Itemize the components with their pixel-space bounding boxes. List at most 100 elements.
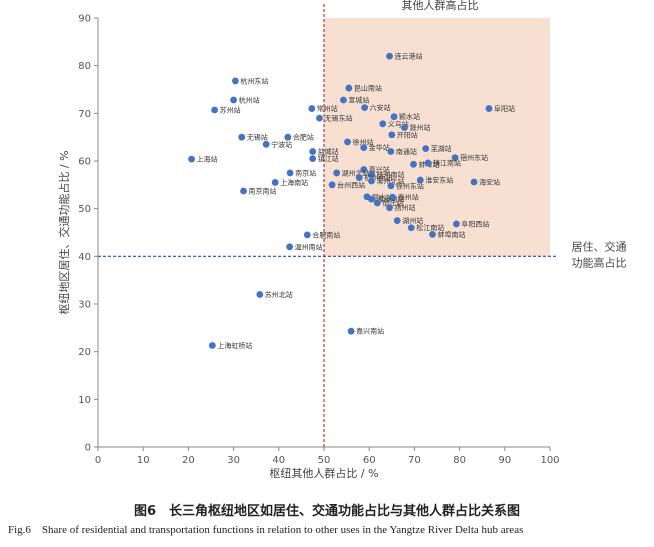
y-tick-label: 90	[78, 14, 91, 25]
data-point	[485, 105, 493, 112]
data-point-label: 徐州站	[353, 137, 374, 146]
data-point-label: 蚌埠南站	[437, 230, 465, 239]
data-point-label: 湖州站	[402, 216, 423, 225]
data-point-label: 阜阳站	[494, 104, 515, 113]
data-point	[284, 133, 292, 141]
data-point-label: 南通站	[396, 147, 417, 156]
x-tick-label: 50	[318, 455, 331, 466]
x-tick-label: 100	[540, 455, 559, 466]
data-point-label: 上海站	[197, 155, 218, 164]
high-quadrant-fill	[324, 18, 550, 257]
data-point	[308, 105, 316, 112]
region-label-high-other: 其他人群高占比	[402, 0, 479, 12]
data-point-label: 合肥南站	[312, 230, 340, 239]
y-tick-label: 80	[78, 61, 91, 72]
y-tick-label: 20	[78, 347, 91, 358]
data-point	[286, 243, 294, 251]
data-point-label: 丽水站	[372, 192, 393, 201]
data-point-label: 盐城站	[318, 147, 339, 156]
data-point	[410, 160, 417, 168]
data-point-label: 宿州东站	[460, 153, 488, 162]
x-tick-label: 80	[453, 455, 466, 466]
data-point-label: 无锡东站	[324, 114, 352, 123]
data-point-label: 苏州北站	[265, 290, 293, 299]
data-point	[416, 176, 424, 184]
y-tick-label: 30	[78, 300, 91, 311]
data-point	[347, 327, 355, 335]
data-point	[238, 133, 246, 141]
data-point	[360, 166, 368, 173]
data-point-label: 阜阳西站	[461, 219, 489, 228]
data-point-label: 温州南站	[295, 242, 323, 251]
data-point	[429, 231, 436, 238]
y-tick-label: 50	[78, 204, 91, 215]
data-point	[386, 52, 393, 60]
data-point	[328, 181, 336, 189]
x-tick-label: 40	[272, 455, 285, 466]
data-point-label: 嘉兴南站	[356, 327, 384, 336]
y-tick-label: 60	[78, 157, 91, 168]
data-point-label: 滁州站	[409, 123, 430, 132]
data-point	[240, 187, 247, 195]
data-point	[373, 199, 381, 207]
data-point-label: 镇江站	[318, 154, 339, 163]
x-tick-label: 70	[408, 455, 421, 466]
data-point	[309, 148, 317, 155]
y-tick-label: 10	[78, 395, 91, 406]
data-point	[256, 291, 264, 298]
x-tick-label: 60	[363, 455, 376, 466]
data-point	[379, 120, 387, 128]
data-point	[451, 154, 459, 162]
data-point-label: 连云港站	[395, 52, 423, 61]
data-point	[208, 342, 216, 349]
data-point-label: 宁波站	[271, 140, 292, 149]
x-tick-label: 30	[227, 455, 240, 466]
data-point	[232, 77, 239, 85]
data-point	[401, 124, 408, 132]
data-point	[355, 174, 363, 182]
data-point	[316, 114, 323, 122]
y-tick-label: 70	[78, 109, 91, 120]
data-point-label: 上海虹桥站	[217, 341, 252, 350]
data-point	[388, 131, 396, 139]
data-point	[470, 178, 478, 186]
data-point-label: 无锡站	[247, 133, 268, 142]
data-point	[453, 220, 460, 228]
y-axis-title: 枢纽地区居住、交通功能占比 / %	[57, 150, 71, 314]
data-point-label: 开阳站	[397, 130, 418, 139]
data-point-label: 徐州东站	[396, 181, 424, 190]
data-point-label: 合肥站	[293, 133, 314, 142]
x-tick-label: 10	[137, 455, 150, 466]
data-point	[230, 96, 238, 104]
data-point-label: 杭州西站	[364, 173, 392, 182]
data-point	[340, 96, 347, 104]
data-point-label: 上海南站	[280, 178, 308, 187]
data-point	[422, 145, 430, 153]
data-point	[368, 195, 375, 203]
data-point-label: 六安站	[370, 103, 391, 112]
data-point-label: 南京南站	[249, 187, 277, 196]
data-point	[303, 231, 311, 239]
data-point-label: 宿迁站	[382, 198, 403, 207]
data-point-label: 宣城站	[348, 95, 369, 104]
x-tick-label: 0	[95, 455, 101, 466]
data-point	[368, 177, 375, 185]
data-point-label: 扬州站	[395, 203, 416, 212]
data-point	[368, 170, 375, 178]
data-point-label: 镇江南站	[433, 158, 461, 167]
data-point-label: 海安站	[479, 177, 500, 186]
x-tick-label: 20	[182, 455, 195, 466]
data-point-label: 常州北站	[376, 177, 404, 186]
data-point-label: 昆山南站	[354, 84, 382, 93]
x-axis-title: 枢纽其他人群占比 / %	[269, 466, 378, 480]
data-point	[286, 169, 294, 177]
figure-caption-cn: 图6 长三角枢纽地区如居住、交通功能占比与其他人群占比关系图	[133, 504, 521, 519]
data-point	[389, 193, 397, 201]
data-point	[188, 155, 195, 163]
data-point-label: 常州站	[317, 104, 338, 113]
data-point	[387, 148, 395, 155]
y-tick-label: 40	[78, 252, 91, 263]
data-point-label: 金华站	[369, 143, 390, 152]
data-point-label: 淮安东站	[425, 176, 453, 185]
region-label-high-res-trans-line2: 功能高占比	[572, 255, 627, 269]
